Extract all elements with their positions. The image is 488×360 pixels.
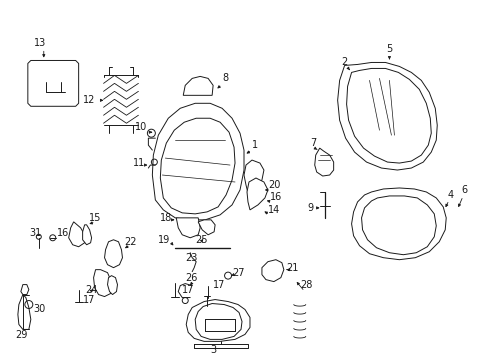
Text: 12: 12 [82,95,95,105]
Polygon shape [68,222,84,247]
Text: 1: 1 [251,140,258,150]
Text: 20: 20 [267,180,280,190]
Text: 15: 15 [88,213,101,223]
Polygon shape [198,220,215,235]
Text: 13: 13 [34,37,46,48]
Polygon shape [176,218,200,238]
Polygon shape [21,285,29,294]
Text: 17: 17 [213,280,225,289]
Polygon shape [186,300,249,341]
Polygon shape [262,260,283,282]
Text: 11: 11 [133,158,145,168]
Polygon shape [82,225,91,245]
Text: 31: 31 [29,228,41,238]
Polygon shape [152,103,244,220]
Text: 21: 21 [285,263,298,273]
Text: 22: 22 [124,237,137,247]
Text: 16: 16 [57,228,69,238]
Text: 5: 5 [386,44,392,54]
Text: 4: 4 [447,190,452,200]
Text: 6: 6 [460,185,467,195]
Text: 10: 10 [135,122,147,132]
Polygon shape [337,62,436,170]
Polygon shape [93,270,112,297]
Text: 18: 18 [160,213,172,223]
Text: 19: 19 [158,235,170,245]
Text: 28: 28 [299,280,311,289]
Text: 2: 2 [341,58,347,67]
Text: 17: 17 [82,294,95,305]
Polygon shape [107,276,117,294]
Text: 29: 29 [15,330,27,341]
Polygon shape [28,60,79,106]
Text: 30: 30 [33,305,45,315]
Text: 17: 17 [182,284,194,294]
Text: 24: 24 [85,284,98,294]
Polygon shape [351,188,446,260]
Text: 27: 27 [232,267,244,278]
Text: 25: 25 [195,235,207,245]
Text: 8: 8 [222,73,228,84]
Text: 14: 14 [267,205,280,215]
Text: 7: 7 [309,138,315,148]
Text: 9: 9 [307,203,313,213]
Polygon shape [18,294,31,329]
Text: 16: 16 [269,192,282,202]
Polygon shape [314,148,333,176]
Text: 3: 3 [210,345,216,355]
Polygon shape [246,178,267,210]
Text: 26: 26 [185,273,197,283]
Polygon shape [183,76,213,95]
Polygon shape [244,160,264,193]
Text: 23: 23 [185,253,197,263]
Polygon shape [104,240,122,268]
